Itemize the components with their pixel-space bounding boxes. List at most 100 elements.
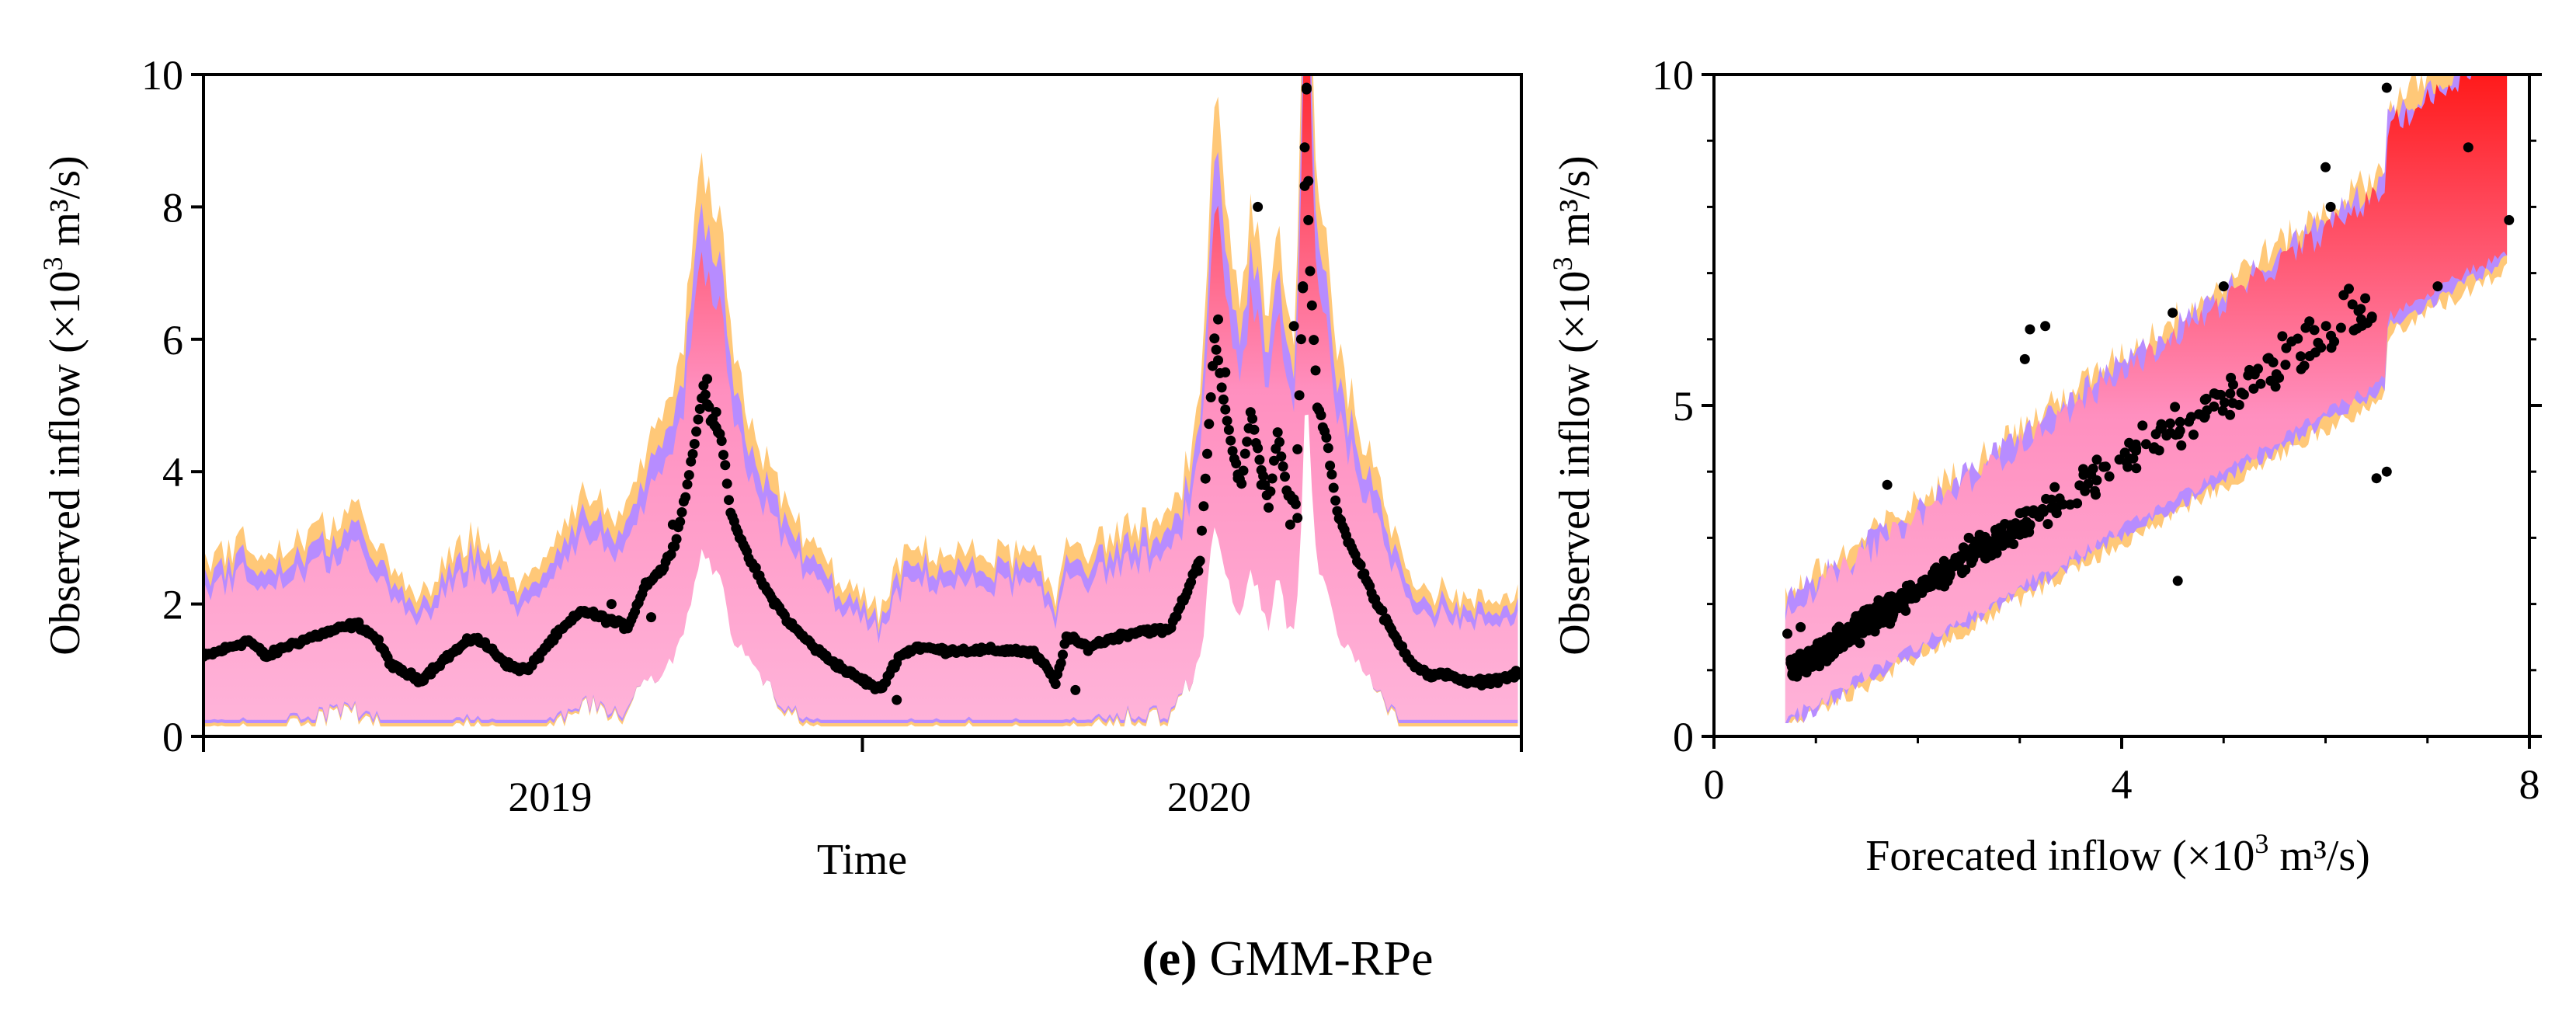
forecast-point [2149, 442, 2160, 453]
forecast-point [2504, 214, 2515, 225]
forecast-point [2165, 427, 2176, 438]
forecast-point [2041, 493, 2052, 504]
observed-point [1058, 649, 1068, 660]
forecast-point [2018, 524, 2029, 535]
forecast-point [2137, 420, 2148, 431]
observed-point [1227, 446, 1238, 457]
y-tick-label: 0 [1673, 714, 1694, 760]
forecast-point [1996, 523, 2007, 534]
observed-point [1377, 605, 1388, 616]
observed-point [1321, 432, 1332, 443]
observed-point [1306, 300, 1317, 311]
forecast-point [2040, 321, 2051, 332]
forecast-point [2170, 402, 2181, 412]
forecast-point [2280, 360, 2291, 371]
observed-point [1197, 525, 1207, 536]
observed-point [1265, 486, 1276, 497]
forecast-point [1975, 544, 1986, 555]
forecast-point [2049, 482, 2060, 492]
forecast-point [1882, 479, 1893, 490]
observed-point [1299, 142, 1310, 153]
forecast-point [2309, 325, 2320, 336]
observed-point [1256, 479, 1267, 490]
observed-point [1316, 410, 1326, 421]
forecast-point [2248, 383, 2259, 394]
forecast-point [2227, 398, 2238, 409]
forecast-point [1838, 631, 1849, 642]
observed-point [606, 599, 617, 610]
observed-point [1298, 281, 1309, 292]
observed-point [693, 414, 704, 425]
forecast-point [2249, 369, 2260, 380]
observed-point [1264, 503, 1274, 513]
forecast-point [2199, 411, 2210, 422]
forecast-point [2089, 485, 2100, 496]
forecast-point [2174, 416, 2185, 427]
forecast-point [2184, 416, 2195, 427]
forecast-point [1787, 670, 1798, 680]
time-series-panel: 0 2 4 6 8 10 2019 2020 Time Observed inflow (×1… [37, 52, 1523, 884]
forecast-point [1910, 593, 1921, 604]
observed-point [1303, 176, 1314, 186]
forecast-point [2293, 333, 2303, 344]
forecast-point [2131, 463, 2142, 474]
observed-point [680, 492, 691, 503]
forecast-point [1901, 580, 1912, 591]
forecast-point [2121, 457, 2132, 468]
forecast-point [2150, 429, 2161, 440]
y-tick-label: 8 [162, 184, 183, 231]
forecast-point [2083, 478, 2094, 489]
observed-point [1200, 473, 1211, 484]
observed-point [1205, 392, 1216, 402]
forecast-point [2360, 293, 2371, 304]
forecast-point [2015, 508, 2025, 519]
time-series-x-label: Time [817, 836, 907, 884]
forecast-point [2091, 454, 2102, 465]
observed-point [1285, 519, 1295, 530]
forecast-point [2228, 379, 2238, 390]
forecast-point [2371, 473, 2382, 484]
forecast-point [1886, 599, 1897, 610]
observed-point [1276, 451, 1287, 462]
forecast-point [1939, 581, 1950, 592]
forecast-point [2057, 499, 2068, 510]
observed-point [1213, 314, 1223, 325]
forecast-point [1942, 572, 1952, 583]
forecast-point [1983, 542, 1994, 553]
forecast-point [2037, 503, 2048, 514]
forecast-point [2348, 325, 2359, 336]
forecast-point [1831, 625, 1842, 635]
forecast-point [1875, 597, 1886, 608]
forecast-scatter-plot-area [1782, 75, 2515, 723]
forecast-point [2225, 388, 2236, 399]
forecast-point [2335, 322, 2346, 333]
forecast-point [2432, 281, 2443, 292]
forecast-point [2236, 388, 2247, 398]
observed-point [702, 374, 713, 384]
forecast-point [2344, 284, 2354, 294]
observed-point [1209, 333, 1220, 344]
forecast-point [2051, 508, 2062, 519]
observed-point [1222, 416, 1232, 426]
y-tick-label: 2 [162, 582, 183, 628]
forecast-point [2262, 353, 2273, 364]
observed-point [1258, 471, 1269, 482]
observed-point [750, 562, 761, 573]
observed-point [1239, 448, 1250, 459]
observed-point [1309, 335, 1319, 346]
observed-point [646, 612, 656, 623]
x-tick-label: 4 [2112, 761, 2133, 808]
observed-point [1247, 413, 1258, 424]
forecast-point [2188, 430, 2199, 440]
forecast-point [2320, 321, 2331, 332]
time-series-plot-area [203, 75, 1521, 727]
observed-point [1253, 201, 1264, 212]
forecast-point [2299, 360, 2310, 371]
forecast-point [2274, 372, 2285, 383]
forecast-point [1866, 618, 1877, 628]
observed-point [1198, 501, 1209, 512]
forecast-point [1796, 621, 1806, 632]
forecast-point [2209, 388, 2220, 398]
forecast-point [1792, 662, 1803, 673]
